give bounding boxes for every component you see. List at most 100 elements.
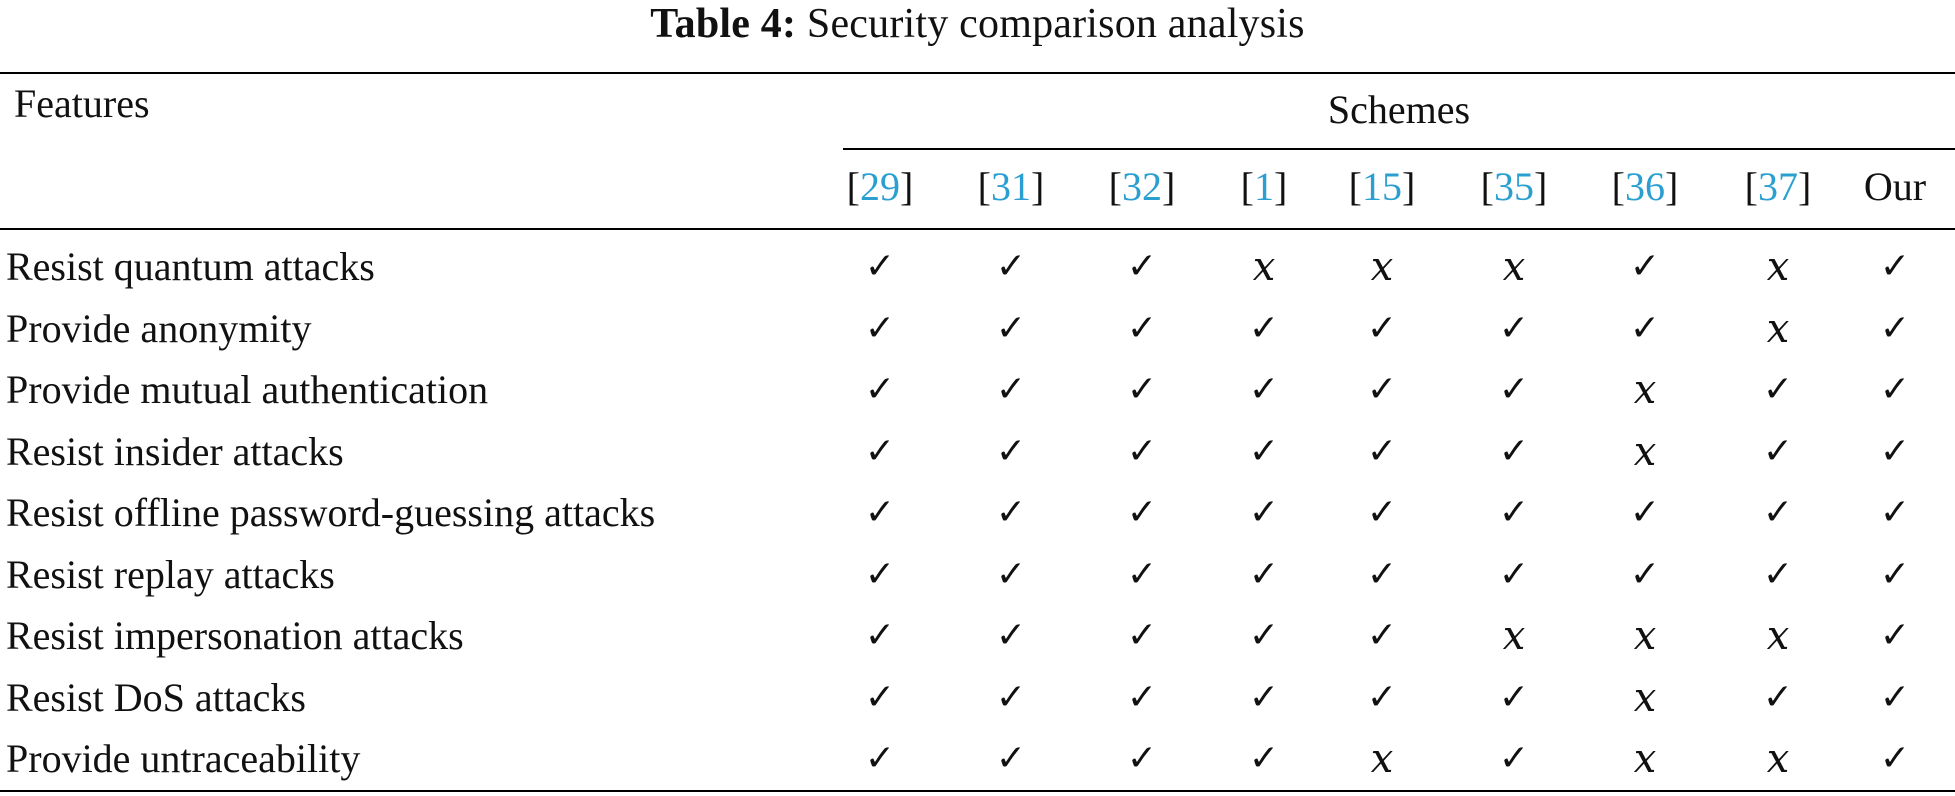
check-mark-icon: ✓ [1879, 554, 1911, 595]
check-mark-icon: ✓ [1126, 308, 1158, 349]
reference-link[interactable]: 31 [991, 164, 1031, 209]
caption-title: Security comparison analysis [806, 1, 1305, 47]
check-mark-icon: ✓ [1126, 738, 1158, 779]
check-mark-icon: ✓ [864, 492, 896, 533]
check-mark-icon: ✓ [995, 492, 1027, 533]
bracket-open: [ [977, 164, 991, 209]
reference-link[interactable]: 36 [1625, 164, 1665, 209]
check-mark-icon: ✓ [1762, 554, 1794, 595]
check-mark-icon: ✓ [1126, 369, 1158, 410]
check-mark-icon: ✓ [1762, 492, 1794, 533]
check-mark-icon: ✓ [864, 308, 896, 349]
scheme-column-header: [36] [1590, 163, 1700, 211]
check-mark-icon: ✓ [864, 246, 896, 287]
check-mark-icon: ✓ [1762, 369, 1794, 410]
reference-link[interactable]: 29 [860, 164, 900, 209]
reference-link[interactable]: 1 [1254, 164, 1274, 209]
check-mark-icon: ✓ [1366, 308, 1398, 349]
schemes-rule [843, 148, 1955, 150]
check-mark-icon: ✓ [1126, 246, 1158, 287]
scheme-label: Our [1863, 164, 1927, 209]
scheme-column-header: [31] [956, 163, 1066, 211]
reference-link[interactable]: 32 [1122, 164, 1162, 209]
check-mark-icon: ✓ [1248, 431, 1280, 472]
cross-mark-icon: x [1633, 675, 1657, 721]
check-mark-icon: ✓ [995, 677, 1027, 718]
check-mark-icon: ✓ [1629, 308, 1661, 349]
bracket-close: ] [1798, 164, 1812, 209]
bracket-close: ] [900, 164, 914, 209]
feature-label: Resist replay attacks [6, 552, 335, 597]
check-mark-icon: ✓ [1629, 554, 1661, 595]
check-mark-icon: ✓ [1126, 554, 1158, 595]
scheme-column-header: [37] [1723, 163, 1833, 211]
cross-mark-icon: x [1633, 736, 1657, 782]
cross-mark-icon: x [1766, 613, 1790, 659]
scheme-column-header: [35] [1459, 163, 1569, 211]
bracket-open: [ [846, 164, 860, 209]
bracket-close: ] [1162, 164, 1176, 209]
check-mark-icon: ✓ [864, 369, 896, 410]
caption-label: Table 4: [650, 1, 797, 47]
check-mark-icon: ✓ [864, 677, 896, 718]
check-mark-icon: ✓ [995, 308, 1027, 349]
bottom-rule [0, 790, 1955, 792]
check-mark-icon: ✓ [1366, 554, 1398, 595]
check-mark-icon: ✓ [1126, 677, 1158, 718]
cross-mark-icon: x [1370, 244, 1394, 290]
top-rule [0, 72, 1955, 74]
check-mark-icon: ✓ [1248, 738, 1280, 779]
feature-label: Provide mutual authentication [6, 367, 489, 412]
schemes-header: Schemes [1327, 87, 1471, 132]
reference-link[interactable]: 37 [1758, 164, 1798, 209]
scheme-column-header: [29] [825, 163, 935, 211]
check-mark-icon: ✓ [1248, 554, 1280, 595]
bracket-open: [ [1108, 164, 1122, 209]
cross-mark-icon: x [1502, 613, 1526, 659]
check-mark-icon: ✓ [1629, 246, 1661, 287]
cross-mark-icon: x [1633, 429, 1657, 475]
reference-link[interactable]: 15 [1362, 164, 1402, 209]
bracket-open: [ [1480, 164, 1494, 209]
feature-label: Provide anonymity [6, 306, 312, 351]
check-mark-icon: ✓ [1366, 615, 1398, 656]
check-mark-icon: ✓ [995, 246, 1027, 287]
reference-link[interactable]: 35 [1494, 164, 1534, 209]
feature-label: Resist DoS attacks [6, 675, 306, 720]
cross-mark-icon: x [1370, 736, 1394, 782]
check-mark-icon: ✓ [1126, 615, 1158, 656]
check-mark-icon: ✓ [864, 738, 896, 779]
bracket-close: ] [1665, 164, 1679, 209]
bracket-open: [ [1744, 164, 1758, 209]
scheme-column-header: Our [1840, 163, 1950, 211]
bracket-close: ] [1274, 164, 1288, 209]
table-caption: Table 4: Security comparison analysis [0, 0, 1955, 48]
check-mark-icon: ✓ [995, 554, 1027, 595]
feature-label: Resist impersonation attacks [6, 613, 464, 658]
check-mark-icon: ✓ [1366, 677, 1398, 718]
check-mark-icon: ✓ [1762, 677, 1794, 718]
check-mark-icon: ✓ [995, 615, 1027, 656]
check-mark-icon: ✓ [1498, 492, 1530, 533]
features-header: Features [14, 81, 150, 126]
check-mark-icon: ✓ [1879, 738, 1911, 779]
check-mark-icon: ✓ [995, 369, 1027, 410]
check-mark-icon: ✓ [1879, 308, 1911, 349]
cross-mark-icon: x [1633, 613, 1657, 659]
check-mark-icon: ✓ [1498, 308, 1530, 349]
check-mark-icon: ✓ [1762, 431, 1794, 472]
cross-mark-icon: x [1766, 736, 1790, 782]
check-mark-icon: ✓ [1629, 492, 1661, 533]
check-mark-icon: ✓ [1879, 677, 1911, 718]
check-mark-icon: ✓ [864, 431, 896, 472]
check-mark-icon: ✓ [1879, 492, 1911, 533]
check-mark-icon: ✓ [1879, 369, 1911, 410]
check-mark-icon: ✓ [1248, 677, 1280, 718]
check-mark-icon: ✓ [864, 615, 896, 656]
bracket-open: [ [1611, 164, 1625, 209]
check-mark-icon: ✓ [1366, 369, 1398, 410]
feature-label: Resist quantum attacks [6, 244, 375, 289]
bracket-close: ] [1031, 164, 1045, 209]
bracket-close: ] [1534, 164, 1548, 209]
check-mark-icon: ✓ [1498, 369, 1530, 410]
